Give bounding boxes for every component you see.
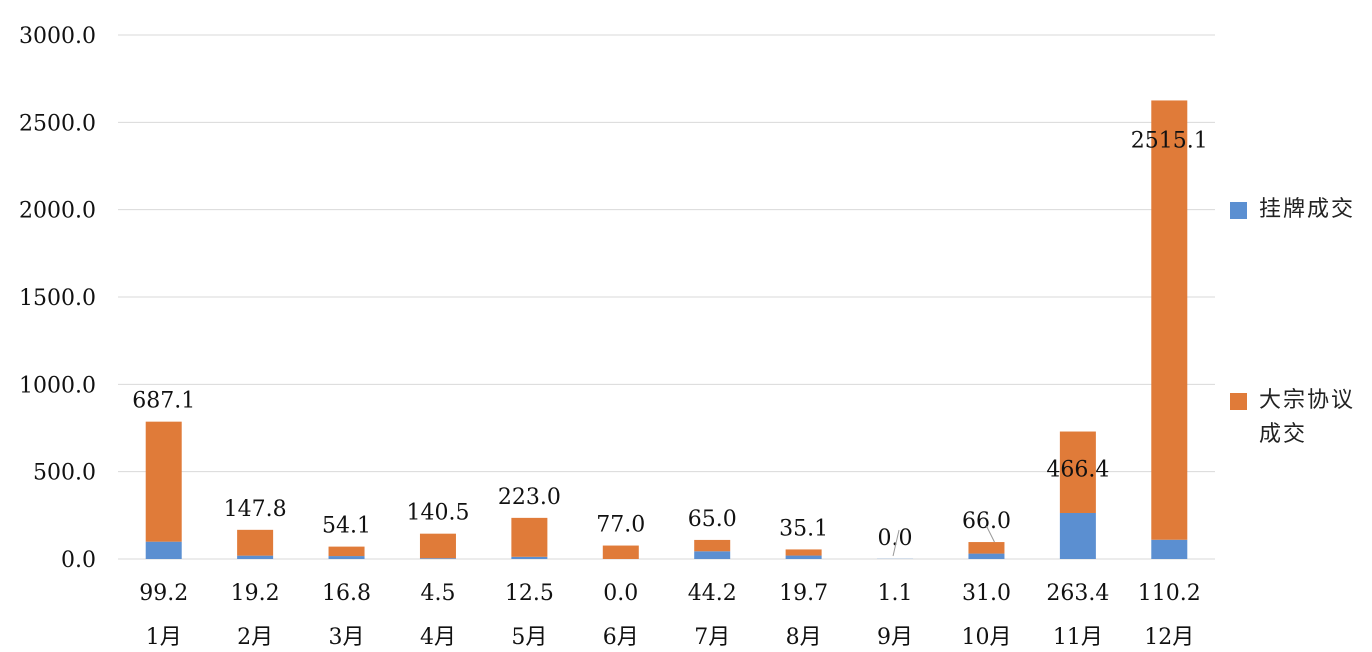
bar-listed (785, 555, 822, 559)
bar-listed (328, 556, 365, 559)
y-tick-label: 1500.0 (19, 286, 96, 311)
x-category-label: 1月 (146, 625, 182, 650)
x-category-label: 3月 (329, 625, 365, 650)
y-tick-label: 2500.0 (19, 111, 96, 136)
data-label-block: 65.0 (688, 507, 737, 532)
bar-listed (237, 555, 274, 559)
data-label-block: 140.5 (406, 501, 469, 526)
legend-item-block: 大宗协议成交 (1230, 384, 1370, 452)
data-label-block: 147.8 (224, 497, 287, 522)
data-label-block: 466.4 (1046, 458, 1109, 483)
x-axis-labels: 1月 2月 3月 4月 5月 6月 7月 8月 9月 10月 11月 12月 (146, 625, 1195, 650)
data-label-listed: 4.5 (420, 581, 455, 606)
data-label-listed: 99.2 (139, 581, 188, 606)
y-tick-label: 0.0 (61, 548, 96, 573)
bar-block (1059, 431, 1096, 513)
bar-block (1151, 100, 1188, 540)
x-category-label: 9月 (877, 625, 913, 650)
bar-listed (1059, 512, 1096, 559)
x-category-label: 7月 (694, 625, 730, 650)
data-label-block: 77.0 (596, 513, 645, 538)
y-tick-label: 500.0 (33, 461, 96, 486)
data-labels: 687.1 99.2 147.8 19.2 54.1 16.8 140.5 4.5 223.0 1… (132, 128, 1208, 606)
bar-block (237, 529, 274, 556)
data-label-listed: 12.5 (505, 581, 554, 606)
bars (145, 100, 1188, 559)
data-label-listed: 44.2 (688, 581, 737, 606)
bar-block (785, 549, 822, 556)
x-category-label: 12月 (1144, 625, 1194, 650)
data-label-listed: 19.7 (779, 581, 828, 606)
data-label-listed: 263.4 (1046, 581, 1109, 606)
y-tick-label: 3000.0 (19, 24, 96, 49)
data-label-block: 223.0 (498, 485, 561, 510)
chart: 0.0 500.0 1000.0 1500.0 2000.0 2500.0 3000.0 6… (19, 24, 1215, 650)
legend-swatch-listed (1230, 202, 1247, 219)
data-label-listed: 19.2 (231, 581, 280, 606)
x-category-label: 11月 (1053, 625, 1103, 650)
data-label-listed: 0.0 (603, 581, 638, 606)
legend-label-block: 大宗协议成交 (1259, 388, 1356, 447)
leader-line (986, 525, 995, 543)
legend-swatch-block (1230, 393, 1247, 410)
x-category-label: 4月 (420, 625, 456, 650)
y-tick-label: 1000.0 (19, 373, 96, 398)
bar-block (511, 517, 548, 557)
bar-block (328, 546, 365, 557)
x-category-label: 8月 (786, 625, 822, 650)
bar-block (419, 533, 456, 559)
x-category-label: 5月 (511, 625, 547, 650)
bar-listed (968, 553, 1005, 559)
legend-item-listed: 挂牌成交 (1230, 193, 1370, 227)
bar-block (694, 539, 731, 552)
bar-listed (694, 551, 731, 559)
data-label-block: 687.1 (132, 389, 195, 414)
x-category-label: 6月 (603, 625, 639, 650)
bar-block (602, 545, 639, 559)
data-label-block: 54.1 (322, 514, 371, 539)
leader-line (892, 529, 900, 557)
x-category-label: 10月 (961, 625, 1011, 650)
data-label-block: 66.0 (962, 509, 1011, 534)
x-category-label: 2月 (237, 625, 273, 650)
y-axis-ticks: 0.0 500.0 1000.0 1500.0 2000.0 2500.0 3000.0 (19, 24, 96, 573)
bar-block (145, 421, 182, 542)
data-label-listed: 1.1 (878, 581, 913, 606)
bar-block (968, 542, 1005, 554)
data-label-block: 35.1 (779, 516, 828, 541)
data-label-listed: 31.0 (962, 581, 1011, 606)
data-label-listed: 16.8 (322, 581, 371, 606)
bar-listed (511, 556, 548, 559)
data-label-listed: 110.2 (1138, 581, 1201, 606)
bar-listed (1151, 539, 1188, 559)
legend-label-listed: 挂牌成交 (1259, 197, 1356, 222)
gridlines (118, 34, 1215, 560)
bar-listed (419, 558, 456, 559)
data-label-block: 2515.1 (1131, 128, 1208, 153)
y-tick-label: 2000.0 (19, 199, 96, 224)
bar-listed (145, 541, 182, 559)
